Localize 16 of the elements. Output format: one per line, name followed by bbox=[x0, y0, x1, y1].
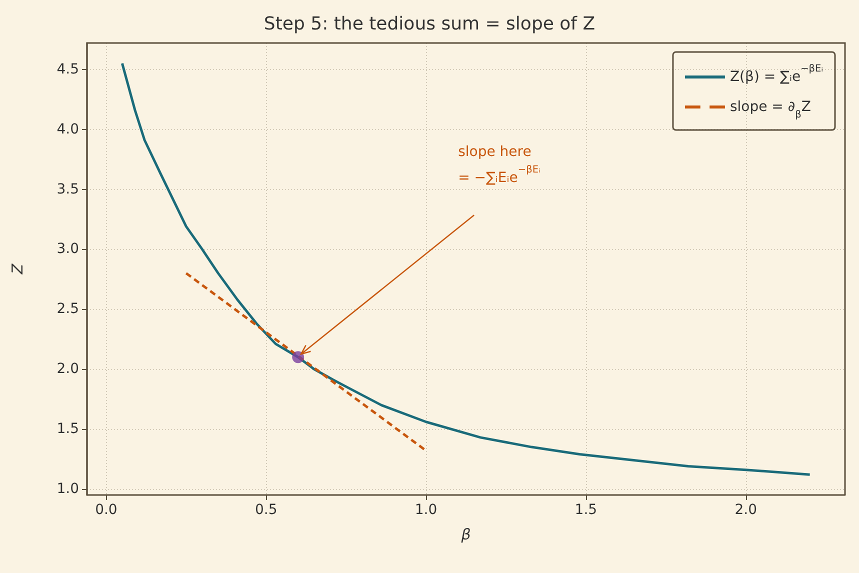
y-tick-label: 2.5 bbox=[56, 301, 79, 318]
x-tick-label: 0.0 bbox=[95, 502, 118, 518]
y-tick-label: 2.0 bbox=[56, 361, 79, 378]
y-tick-label: 3.0 bbox=[56, 241, 79, 258]
chart-title: Step 5: the tedious sum = slope of Z bbox=[264, 14, 596, 34]
y-tick-label: 4.0 bbox=[56, 121, 79, 138]
x-tick-label: 1.5 bbox=[574, 502, 598, 518]
y-axis-title: Z bbox=[8, 263, 26, 276]
y-tick-label: 1.0 bbox=[56, 481, 79, 498]
x-tick-label: 1.0 bbox=[414, 502, 438, 518]
y-tick-label: 1.5 bbox=[56, 421, 79, 438]
y-tick-label: 3.5 bbox=[56, 181, 79, 198]
x-tick-label: 0.5 bbox=[254, 502, 278, 518]
x-tick-label: 2.0 bbox=[734, 502, 757, 518]
y-tick-label: 4.5 bbox=[56, 61, 79, 78]
x-axis-title: β bbox=[460, 526, 472, 544]
